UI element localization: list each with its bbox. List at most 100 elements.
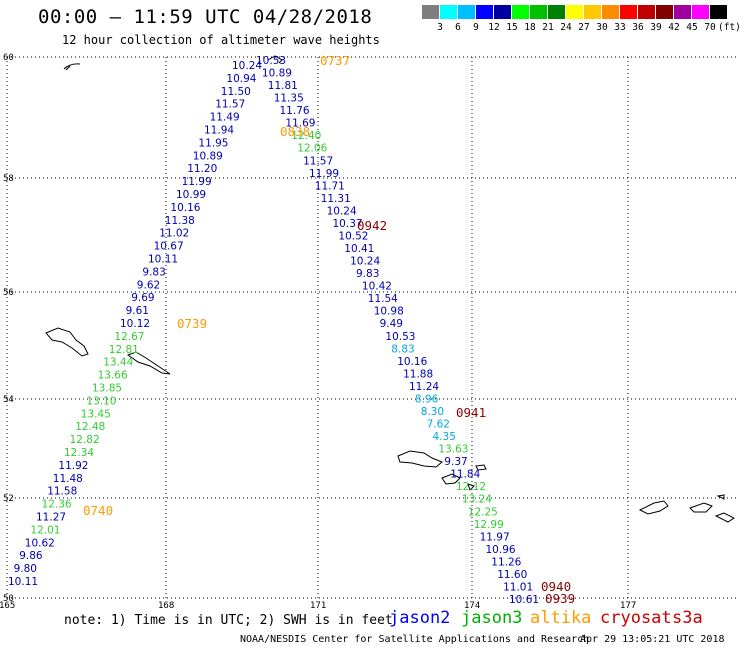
islands-far-east-1	[638, 500, 669, 515]
wave-height-value: 11.71	[315, 180, 345, 192]
coastlines	[45, 55, 735, 523]
pass-time-label: 0740	[83, 503, 113, 518]
pass-time-label: 0941	[456, 405, 486, 420]
pass-time-label: 0939	[545, 591, 575, 606]
wave-height-value: 12.81	[109, 344, 139, 356]
wave-height-value: 10.12	[120, 318, 150, 330]
colorbar-swatch	[584, 5, 601, 19]
wave-height-value: 11.27	[36, 512, 66, 524]
pass-time-label: 0940	[541, 579, 571, 594]
colorbar-swatch	[566, 5, 583, 19]
pass-time-label: 0942	[357, 218, 387, 233]
footnote: note: 1) Time is in UTC; 2) SWH is in fe…	[64, 613, 393, 628]
wave-height-value: 10.52	[338, 231, 368, 243]
timestamp: Apr 29 13:05:21 UTC 2018	[580, 634, 725, 645]
wave-height-value: 13.45	[81, 408, 111, 420]
wave-height-value: 12.36	[42, 499, 72, 511]
colorbar-label: 45	[686, 22, 698, 33]
colorbar-swatch	[422, 5, 439, 19]
wave-height-value: 13.66	[98, 370, 128, 382]
wave-height-value: 10.61	[509, 594, 539, 606]
wave-height-value: 11.99	[309, 168, 339, 180]
colorbar-label: 33	[614, 22, 626, 33]
pass-time-label: 0739	[177, 316, 207, 331]
colorbar-label: 42	[668, 22, 680, 33]
colorbar-label: 21	[542, 22, 554, 33]
colorbar-label: (ft)	[718, 22, 740, 33]
wave-height-value: 9.86	[19, 550, 43, 562]
lat-label: 58	[3, 174, 14, 184]
legend-jason2: jason2	[389, 608, 451, 628]
colorbar-label: 39	[650, 22, 662, 33]
wave-height-value: 7.62	[427, 419, 450, 431]
wave-height-value: 12.67	[114, 331, 144, 343]
pass-time-label: 0838	[280, 124, 310, 139]
wave-height-value: 10.37	[333, 218, 363, 230]
wave-height-value: 11.58	[47, 486, 77, 498]
wave-height-value: 10.62	[25, 537, 55, 549]
wave-height-value: 10.11	[148, 254, 178, 266]
wave-height-value: 10.89	[262, 68, 292, 80]
longitude-labels: 165 168 171 174 177	[0, 601, 636, 611]
colorbar-swatch	[440, 5, 457, 19]
wave-height-value: 13.10	[86, 395, 116, 407]
wave-height-value: 13.44	[103, 357, 133, 369]
wave-height-value: 10.16	[170, 202, 200, 214]
island-east-main	[397, 450, 443, 468]
lon-label: 171	[310, 601, 326, 611]
wave-height-value: 11.76	[280, 105, 310, 117]
lat-label: 50	[3, 594, 14, 604]
colorbar-swatch	[476, 5, 493, 19]
wave-height-value: 4.35	[433, 431, 456, 443]
map-title: 00:00 – 11:59 UTC 04/28/2018	[38, 6, 373, 28]
wave-height-value: 12.82	[70, 434, 100, 446]
colorbar-label: 18	[524, 22, 536, 33]
wave-height-value: 11.20	[187, 163, 217, 175]
altimeter-track-west: 10.2410.9411.5011.5711.4911.9411.9510.89…	[8, 60, 262, 588]
wave-height-value: 11.60	[497, 569, 527, 581]
wave-height-value: 10.94	[226, 73, 256, 85]
wave-height-value: 10.89	[193, 150, 223, 162]
wave-height-value: 12.48	[75, 421, 105, 433]
legend-altika: altika	[530, 608, 592, 628]
wave-height-value: 10.96	[486, 544, 516, 556]
wave-height-value: 10.98	[374, 306, 404, 318]
wave-height-value: 9.80	[14, 563, 37, 575]
wave-height-value: 10.42	[362, 281, 392, 293]
wave-height-value: 8.83	[391, 343, 414, 355]
wave-height-value: 10.67	[154, 241, 184, 253]
wave-height-value: 11.35	[274, 93, 304, 105]
credit-line: NOAA/NESDIS Center for Satellite Applica…	[240, 634, 590, 645]
wave-height-value: 10.24	[350, 256, 380, 268]
colorbar-label: 24	[560, 22, 572, 33]
colorbar-label: 36	[632, 22, 644, 33]
colorbar-swatch	[602, 5, 619, 19]
wave-height-value: 12.34	[64, 447, 94, 459]
colorbar-label: 9	[473, 22, 479, 33]
wave-height-value: 9.49	[380, 318, 403, 330]
colorbar-swatch	[494, 5, 511, 19]
wave-height-value: 13.24	[462, 494, 492, 506]
wave-height-value: 11.49	[210, 112, 240, 124]
island-east-dot1	[475, 464, 487, 471]
wave-height-value: 12.12	[456, 481, 486, 493]
coastline-nw	[63, 63, 81, 71]
wave-height-value: 9.37	[444, 456, 467, 468]
colorbar-swatch	[656, 5, 673, 19]
lat-label: 52	[3, 494, 14, 504]
colorbar-swatch	[638, 5, 655, 19]
wave-height-value: 11.94	[204, 125, 234, 137]
colorbar-label: 70	[704, 22, 716, 33]
wave-height-value: 11.84	[450, 469, 480, 481]
island-west	[45, 327, 89, 357]
wave-height-value: 11.95	[198, 137, 228, 149]
legend-cryosat: cryosat	[600, 608, 672, 628]
wave-height-value: 11.81	[268, 80, 298, 92]
wave-height-value: 11.57	[303, 155, 333, 167]
wave-height-value: 11.38	[165, 215, 195, 227]
wave-height-value: 11.50	[221, 86, 251, 98]
wave-height-value: 11.31	[321, 193, 351, 205]
lat-label: 54	[3, 395, 14, 405]
